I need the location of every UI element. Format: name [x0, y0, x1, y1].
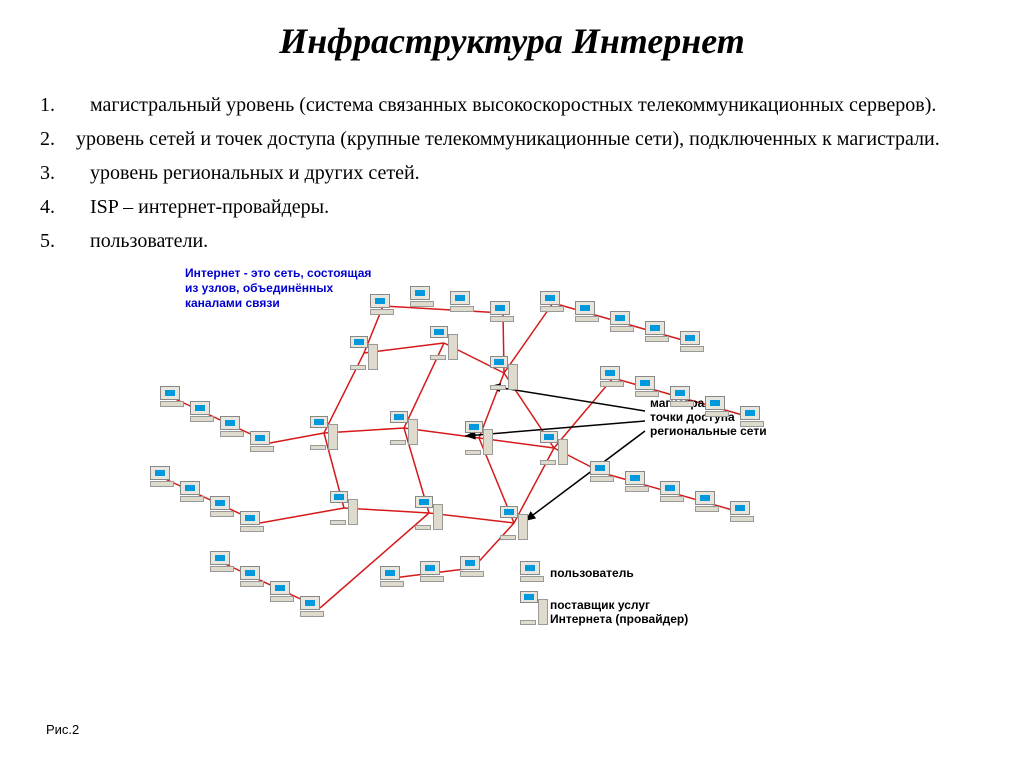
network-lines — [130, 266, 830, 646]
numbered-list: 1. магистральный уровень (система связан… — [40, 90, 984, 256]
computer-icon — [625, 471, 651, 495]
computer-icon — [660, 481, 686, 505]
provider-label: поставщик услуг Интернета (провайдер) — [550, 598, 688, 626]
server-icon — [465, 421, 493, 455]
computer-icon — [420, 561, 446, 585]
computer-icon — [190, 401, 216, 425]
list-number: 4. — [40, 192, 76, 222]
computer-icon — [670, 386, 696, 410]
computer-icon — [540, 291, 566, 315]
list-text: уровень региональных и других сетей. — [76, 158, 984, 188]
server-icon — [500, 506, 528, 540]
list-text: ISP – интернет-провайдеры. — [76, 192, 984, 222]
list-number: 1. — [40, 90, 76, 120]
computer-icon — [575, 301, 601, 325]
computer-icon — [520, 561, 546, 585]
computer-icon — [270, 581, 296, 605]
computer-icon — [160, 386, 186, 410]
computer-icon — [680, 331, 706, 355]
computer-icon — [250, 431, 276, 455]
list-item: 2. уровень сетей и точек доступа (крупны… — [40, 124, 984, 154]
page-title: Инфраструктура Интернет — [40, 20, 984, 62]
list-item: 3. уровень региональных и других сетей. — [40, 158, 984, 188]
server-icon — [490, 356, 518, 390]
computer-icon — [705, 396, 731, 420]
computer-icon — [695, 491, 721, 515]
computer-icon — [210, 496, 236, 520]
network-diagram: Интернет - это сеть, состоящая из узлов,… — [130, 266, 830, 646]
computer-icon — [450, 291, 476, 315]
computer-icon — [635, 376, 661, 400]
computer-icon — [380, 566, 406, 590]
server-icon — [415, 496, 443, 530]
computer-icon — [600, 366, 626, 390]
server-icon — [350, 336, 378, 370]
computer-icon — [410, 286, 436, 310]
server-icon — [310, 416, 338, 450]
server-icon — [520, 591, 548, 625]
diagram-caption: Интернет - это сеть, состоящая из узлов,… — [185, 266, 371, 311]
list-text: пользователи. — [76, 226, 984, 256]
list-item: 1. магистральный уровень (система связан… — [40, 90, 984, 120]
computer-icon — [460, 556, 486, 580]
list-item: 5. пользователи. — [40, 226, 984, 256]
list-number: 3. — [40, 158, 76, 188]
list-number: 5. — [40, 226, 76, 256]
computer-icon — [490, 301, 516, 325]
computer-icon — [730, 501, 756, 525]
server-icon — [390, 411, 418, 445]
computer-icon — [740, 406, 766, 430]
computer-icon — [300, 596, 326, 620]
server-icon — [430, 326, 458, 360]
computer-icon — [590, 461, 616, 485]
computer-icon — [220, 416, 246, 440]
computer-icon — [370, 294, 396, 318]
server-icon — [540, 431, 568, 465]
list-number: 2. — [40, 124, 76, 154]
list-text: уровень сетей и точек доступа (крупные т… — [76, 124, 984, 154]
list-text: магистральный уровень (система связанных… — [76, 90, 984, 120]
computer-icon — [150, 466, 176, 490]
computer-icon — [210, 551, 236, 575]
user-label: пользователь — [550, 566, 634, 580]
computer-icon — [180, 481, 206, 505]
server-icon — [330, 491, 358, 525]
computer-icon — [240, 566, 266, 590]
computer-icon — [645, 321, 671, 345]
list-item: 4. ISP – интернет-провайдеры. — [40, 192, 984, 222]
computer-icon — [240, 511, 266, 535]
figure-number: Рис.2 — [46, 722, 79, 737]
computer-icon — [610, 311, 636, 335]
